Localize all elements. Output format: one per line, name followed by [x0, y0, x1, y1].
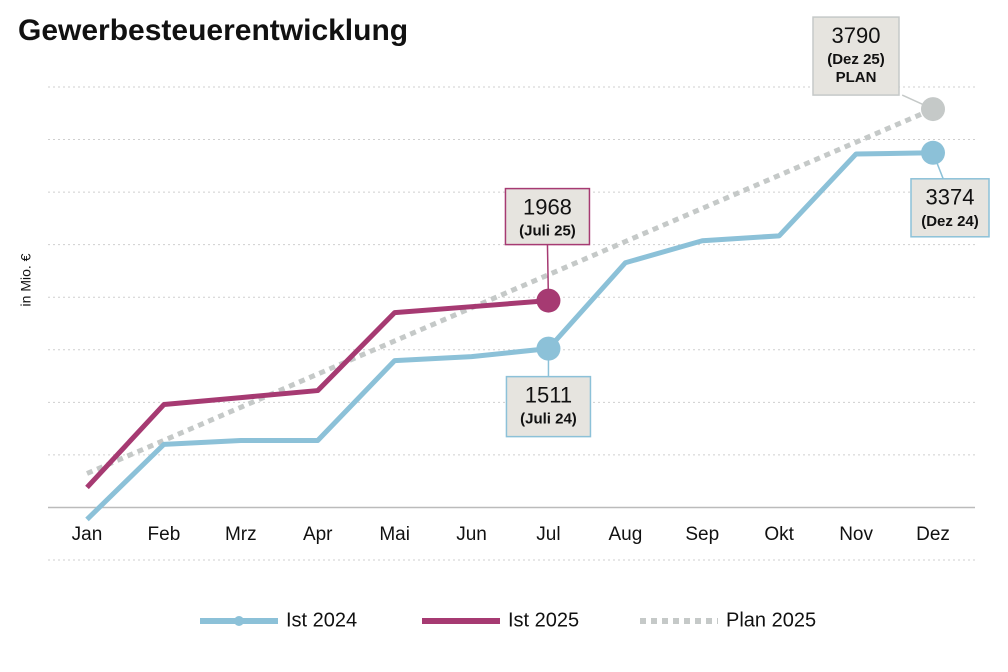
series-line — [85, 150, 934, 522]
callout-value: 1968 — [523, 194, 572, 219]
callout-value: 3374 — [926, 185, 975, 210]
callout-box — [505, 375, 592, 438]
callout-label: (Juli 25) — [519, 223, 576, 240]
end-point — [536, 336, 561, 361]
x-tick-label: Nov — [839, 524, 873, 545]
x-tick-label: Mai — [379, 524, 410, 545]
callout-box — [812, 16, 900, 96]
end-point — [921, 140, 945, 165]
callout-box — [504, 187, 591, 246]
x-tick-label: Feb — [148, 524, 181, 545]
series-line — [85, 298, 549, 490]
end-point — [536, 288, 561, 313]
legend-marker — [234, 616, 244, 626]
x-tick-label: Sep — [685, 524, 719, 545]
callout-label: (Dez 25) — [827, 51, 885, 68]
x-tick-label: Apr — [303, 524, 333, 545]
x-tick-label: Jan — [72, 524, 103, 545]
callout-box — [910, 178, 990, 238]
x-tick-label: Okt — [764, 524, 794, 545]
x-tick-label: Mrz — [225, 524, 257, 545]
legend-label: Plan 2025 — [726, 609, 816, 631]
legend-label: Ist 2024 — [286, 609, 357, 631]
x-tick-label: Jul — [536, 524, 560, 545]
callout-label: (Dez 24) — [921, 213, 979, 230]
x-tick-label: Dez — [916, 524, 950, 545]
x-tick-label: Aug — [608, 524, 642, 545]
callout-label: PLAN — [836, 69, 877, 86]
callout-value: 3790 — [832, 23, 881, 48]
callout-label: (Juli 24) — [520, 411, 577, 428]
x-tick-label: Jun — [456, 524, 487, 545]
end-point — [921, 97, 945, 122]
chart-title: Gewerbesteuerentwicklung — [18, 14, 408, 47]
y-axis-label: in Mio. € — [18, 253, 34, 306]
callout-value: 1511 — [525, 382, 572, 407]
legend-label: Ist 2025 — [508, 609, 579, 631]
